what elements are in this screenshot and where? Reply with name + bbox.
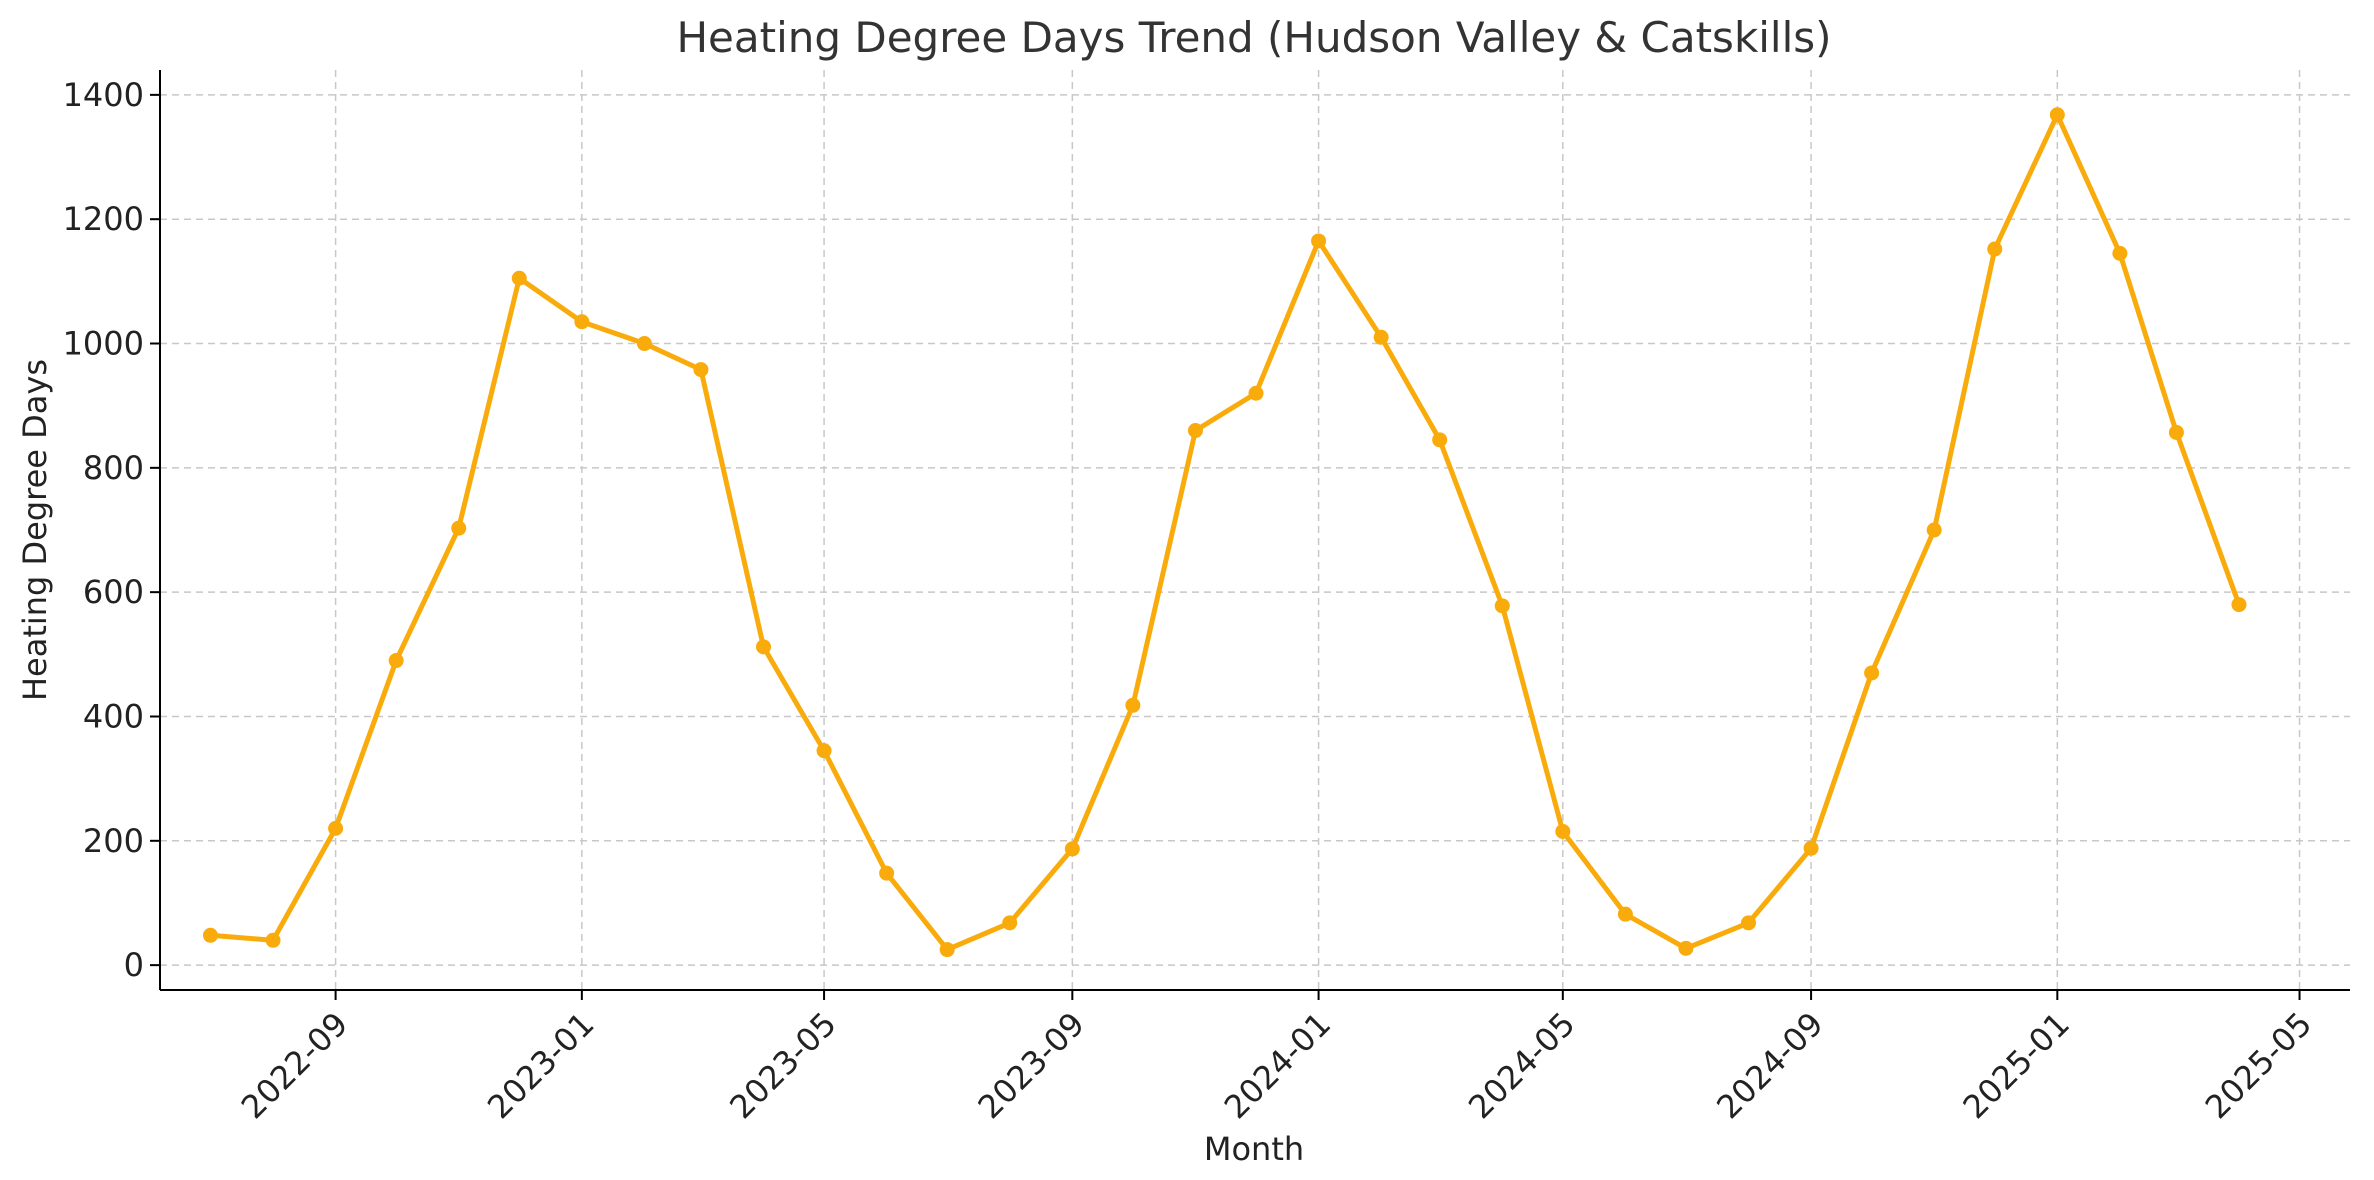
data-point — [1373, 329, 1389, 345]
x-tick-label: 2022-09 — [234, 1005, 355, 1126]
data-point — [388, 653, 404, 669]
data-point — [328, 820, 344, 836]
data-point — [1064, 841, 1080, 857]
ticks-layer: 0 200 400 600 800 1000 1200 1400 2022-09 2023-01 2… — [63, 76, 2320, 1126]
y-tick-label: 1000 — [63, 325, 144, 363]
x-tick-label: 2023-09 — [971, 1005, 1092, 1126]
x-tick-label: 2024-01 — [1217, 1005, 1338, 1126]
data-point — [1494, 598, 1510, 614]
data-point — [2112, 245, 2128, 261]
data-point — [202, 927, 218, 943]
data-point — [693, 362, 709, 378]
data-point — [756, 639, 772, 655]
data-point — [2168, 424, 2184, 440]
x-tick-label: 2024-05 — [1461, 1005, 1582, 1126]
data-point — [1187, 423, 1203, 439]
data-point — [879, 865, 895, 881]
data-point — [1555, 823, 1571, 839]
data-point — [451, 520, 467, 536]
x-tick-label: 2023-05 — [722, 1005, 843, 1126]
axes-layer — [159, 70, 2350, 991]
x-tick-label: 2024-09 — [1709, 1005, 1830, 1126]
data-point — [1678, 940, 1694, 956]
data-point — [1926, 522, 1942, 538]
grid-layer — [160, 70, 2350, 990]
x-tick-label: 2025-01 — [1956, 1005, 2077, 1126]
x-axis-label: Month — [1204, 1130, 1304, 1168]
data-point — [265, 932, 281, 948]
data-point — [939, 942, 955, 958]
data-point — [636, 336, 652, 352]
data-point — [1741, 915, 1757, 931]
data-point — [1432, 432, 1448, 448]
data-point — [2231, 597, 2247, 613]
data-point — [1987, 241, 2003, 257]
data-point — [511, 270, 527, 286]
y-tick-label: 1200 — [63, 200, 144, 238]
y-axis-label: Heating Degree Days — [16, 359, 54, 701]
data-point — [1864, 665, 1880, 681]
data-point — [1125, 697, 1141, 713]
y-tick-label: 800 — [83, 449, 144, 487]
y-tick-label: 1400 — [63, 76, 144, 114]
data-point — [816, 743, 832, 759]
y-tick-label: 400 — [83, 697, 144, 735]
data-point — [1617, 906, 1633, 922]
data-point — [1311, 233, 1327, 249]
x-tick-label: 2023-01 — [480, 1005, 601, 1126]
y-tick-label: 200 — [83, 822, 144, 860]
data-point — [1002, 915, 1018, 931]
chart-title: Heating Degree Days Trend (Hudson Valley… — [676, 13, 1831, 62]
series-layer — [202, 107, 2247, 958]
y-tick-label: 0 — [124, 946, 144, 984]
series-line — [208, 112, 2242, 953]
data-point — [1248, 385, 1264, 401]
data-point — [2049, 107, 2065, 123]
y-tick-label: 600 — [83, 573, 144, 611]
data-point — [1803, 840, 1819, 856]
x-tick-label: 2025-05 — [2198, 1005, 2319, 1126]
data-point — [574, 314, 590, 330]
